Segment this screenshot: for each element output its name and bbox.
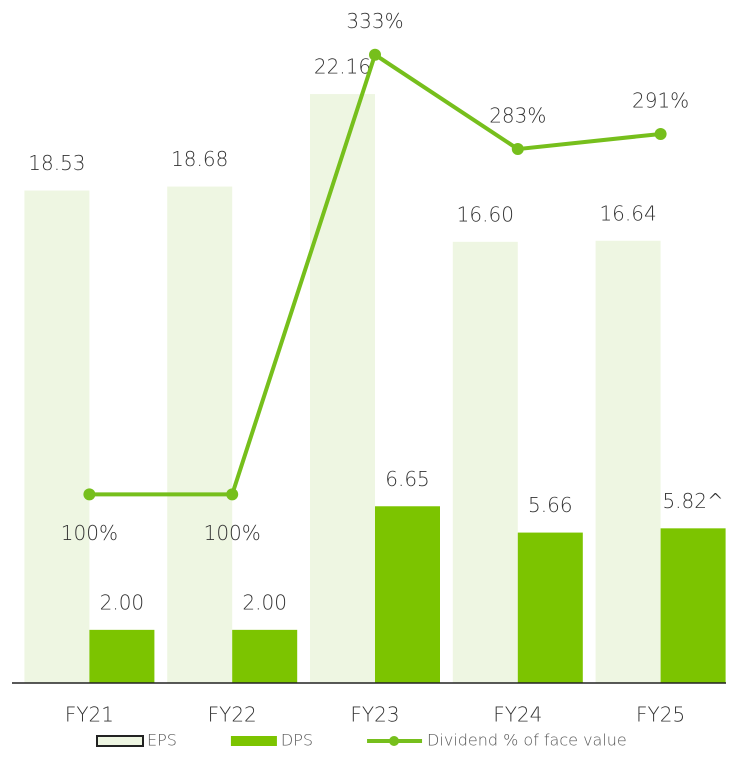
bar	[595, 240, 661, 683]
x-tick-label: FY23	[350, 703, 399, 727]
legend-label: Dividend % of face value	[427, 731, 627, 750]
data-label: 283%	[489, 104, 546, 128]
bar	[167, 186, 233, 683]
line-point	[83, 488, 96, 501]
data-label: 6.65	[385, 467, 430, 491]
line-point	[511, 143, 524, 156]
bar	[89, 629, 155, 683]
data-label: 18.53	[28, 151, 85, 175]
bar	[310, 94, 375, 683]
bar	[517, 532, 583, 683]
line-point	[226, 488, 239, 501]
legend-swatch	[389, 736, 400, 746]
bar	[24, 190, 90, 684]
data-label: 2.00	[100, 590, 145, 614]
data-label: 2.00	[242, 590, 287, 614]
data-label: 333%	[346, 9, 403, 33]
x-tick-label: FY22	[208, 703, 257, 727]
legend-swatch	[96, 735, 144, 747]
bar	[452, 241, 518, 684]
data-label: 5.66	[528, 493, 573, 517]
bar	[232, 629, 298, 683]
data-label: 5.82^	[662, 489, 723, 513]
x-tick-label: FY25	[636, 703, 685, 727]
data-label: 22.16	[314, 55, 371, 79]
legend-label: DPS	[281, 731, 313, 750]
legend-swatch	[230, 736, 277, 746]
legend-label: EPS	[147, 731, 177, 750]
data-label: 291%	[632, 88, 689, 112]
line-point	[654, 127, 667, 140]
bar	[375, 506, 440, 683]
x-tick-label: FY21	[65, 703, 114, 727]
bar	[660, 528, 726, 683]
data-label: 100%	[61, 521, 118, 545]
data-label: 16.64	[599, 201, 656, 225]
data-label: 100%	[204, 521, 261, 545]
data-label: 16.60	[457, 202, 514, 226]
data-label: 18.68	[171, 147, 228, 171]
line-point	[369, 48, 381, 61]
x-tick-label: FY24	[493, 703, 542, 727]
